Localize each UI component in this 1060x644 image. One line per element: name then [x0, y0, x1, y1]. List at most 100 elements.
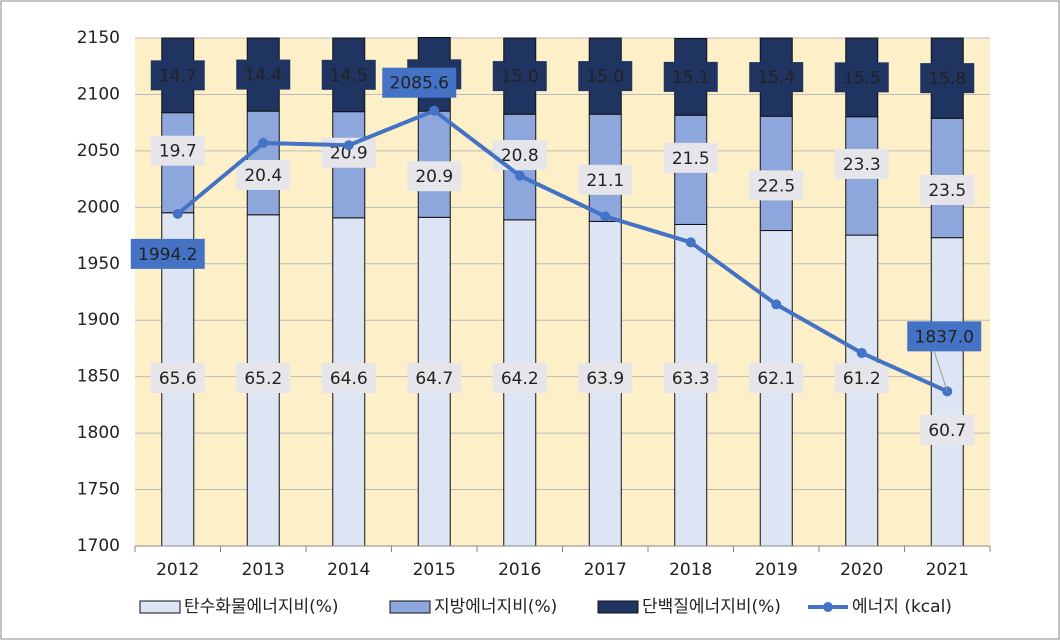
line-label-box [382, 67, 457, 98]
bar-label: 65.6 [159, 369, 197, 389]
line-label-box [130, 238, 205, 269]
legend-swatch [597, 600, 639, 614]
line-marker [258, 137, 269, 148]
bar-label-box [236, 363, 291, 393]
bar-label-box [236, 59, 291, 90]
bar-label: 22.5 [757, 176, 795, 196]
bar-label: 20.4 [244, 166, 282, 186]
line-marker [685, 237, 696, 248]
bar-label-box [749, 363, 804, 393]
x-tick-label: 2015 [413, 560, 456, 580]
bar-label-box [407, 363, 462, 393]
bar-label-box [578, 363, 633, 393]
x-tick-label: 2017 [584, 560, 627, 580]
bar-label: 20.8 [501, 146, 539, 166]
bar-label: 15.1 [672, 68, 710, 88]
x-tick-label: 2019 [755, 560, 798, 580]
bar-label: 64.6 [330, 369, 368, 389]
bar-label: 14.7 [159, 66, 197, 86]
bar-label-box [920, 174, 975, 205]
bar-label-box [749, 62, 804, 93]
y-tick-label: 1850 [77, 367, 120, 387]
x-tick-label: 2013 [242, 560, 285, 580]
line-marker [514, 170, 525, 181]
y-tick-label: 1750 [77, 480, 120, 500]
bar-label-box [834, 62, 889, 93]
bar-label-box [150, 60, 205, 91]
bar-label: 15.8 [928, 69, 966, 89]
x-tick-label: 2020 [840, 560, 883, 580]
bar-label-box [492, 363, 547, 393]
line-label: 1837.0 [915, 327, 974, 347]
y-tick-label: 2150 [77, 28, 120, 48]
bar-label-box [150, 363, 205, 393]
bar-label: 60.7 [928, 421, 966, 441]
line-marker [172, 208, 183, 219]
bar-label-box [663, 142, 718, 173]
bar-label-box [492, 140, 547, 171]
line-label-box [907, 321, 982, 352]
legend-label: 탄수화물에너지비(%) [184, 597, 339, 617]
bar-label-box [578, 164, 633, 195]
legend-swatch [823, 602, 833, 612]
bar-label: 21.1 [586, 171, 624, 191]
bar-label-box [321, 59, 376, 90]
y-tick-label: 2100 [77, 84, 120, 104]
line-marker [600, 211, 611, 222]
legend-swatch [389, 600, 431, 614]
bar-label-box [920, 415, 975, 445]
line-marker [856, 347, 867, 358]
x-tick-label: 2014 [327, 560, 370, 580]
bar-label: 15.0 [586, 67, 624, 87]
y-tick-label: 1800 [77, 423, 120, 443]
line-label: 1994.2 [138, 245, 197, 265]
line-marker [343, 140, 354, 151]
bar-label: 20.9 [330, 144, 368, 164]
bar-label: 14.5 [330, 66, 368, 86]
y-tick-label: 2050 [77, 141, 120, 161]
bar-label: 23.5 [928, 181, 966, 201]
x-tick-label: 2016 [498, 560, 541, 580]
legend-label: 지방에너지비(%) [434, 597, 557, 617]
leader-line [933, 351, 948, 392]
y-tick-label: 2000 [77, 197, 120, 217]
bar-label: 19.7 [159, 142, 197, 162]
legend-label: 에너지 (kcal) [852, 597, 952, 617]
bar-label: 23.3 [843, 155, 881, 175]
line-marker [771, 299, 782, 310]
bar-label-box [492, 61, 547, 92]
bar-label-box [663, 61, 718, 92]
bar-label-box [663, 363, 718, 393]
legend-label: 단백질에너지비(%) [642, 597, 781, 617]
line [176, 108, 949, 394]
bar-label-box [321, 363, 376, 393]
x-tick-label: 2021 [926, 560, 969, 580]
line-marker [429, 105, 440, 116]
bar-label: 63.3 [672, 369, 710, 389]
bar-label-box [236, 159, 291, 190]
bar-label: 15.5 [843, 68, 881, 88]
y-tick-label: 1950 [77, 254, 120, 274]
bar-label: 63.9 [586, 369, 624, 389]
bar-label: 20.9 [415, 167, 453, 187]
bar-label-box [920, 63, 975, 94]
bar-label-box [834, 148, 889, 179]
bar-label: 15.0 [501, 67, 539, 87]
legend-swatch [139, 600, 181, 614]
bar-label-box [150, 135, 205, 166]
bar-label: 14.4 [244, 66, 282, 86]
y-tick-label: 1700 [77, 536, 120, 556]
bar-label-box [834, 363, 889, 393]
bar-label: 21.5 [672, 149, 710, 169]
bar-label-box [578, 61, 633, 92]
bar-label: 15.4 [757, 68, 795, 88]
bar-label: 65.2 [244, 369, 282, 389]
x-tick-label: 2018 [669, 560, 712, 580]
x-tick-label: 2012 [156, 560, 199, 580]
bar-label: 61.2 [843, 369, 881, 389]
bar-label-box [749, 170, 804, 201]
bar-label-box [407, 161, 462, 192]
bar-label: 62.1 [757, 369, 795, 389]
bar-label: 64.7 [415, 369, 453, 389]
